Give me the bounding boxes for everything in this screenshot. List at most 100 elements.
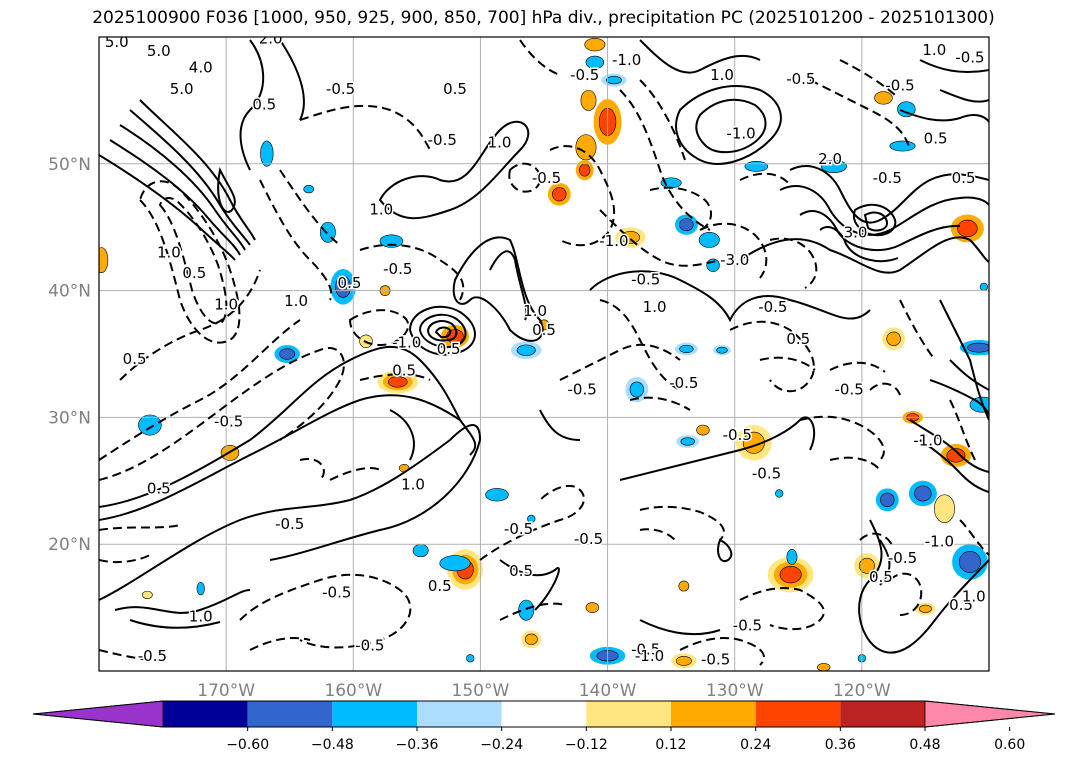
precip-positive-cell (575, 134, 597, 161)
precip-negative-cell (527, 514, 536, 523)
lon-tick-label: 170°W (197, 681, 255, 701)
contour-label: 1.0 (488, 133, 512, 151)
contour-label: -1.0 (599, 232, 628, 250)
contour-label: 0.5 (949, 596, 973, 614)
precip-positive-cell-level (779, 566, 802, 584)
contour-label: -0.5 (758, 298, 787, 316)
contour-line (859, 532, 893, 546)
contour-line (299, 104, 431, 151)
lat-tick-label: 30°N (48, 408, 91, 428)
contour-line (479, 484, 585, 561)
precip-negative-cell-level (967, 342, 989, 353)
precip-negative-cell (875, 488, 899, 512)
contour-line (879, 539, 891, 586)
precip-negative-cell-level (889, 140, 916, 152)
contour-line (889, 572, 923, 616)
contour-line (559, 343, 681, 381)
contour-label: 5.0 (105, 33, 129, 51)
contour-label: 1.0 (962, 587, 986, 605)
colorbar-tick-label: 0.12 (655, 737, 686, 753)
contour-line (489, 250, 528, 321)
precip-negative-cell-level (303, 185, 315, 194)
contour-label: -0.5 (355, 637, 384, 655)
contour-label: 1.0 (523, 302, 547, 320)
precip-positive-cell (575, 159, 594, 181)
contour-line (119, 124, 246, 251)
precip-positive-cell-level (919, 604, 932, 613)
contour-line (599, 299, 681, 391)
precip-negative-cell-level (379, 234, 404, 248)
precip-positive-cell (854, 553, 880, 579)
precip-negative-cell (518, 599, 535, 621)
contour-line (589, 270, 871, 323)
precip-negative-cell (820, 159, 847, 173)
contour-line (109, 139, 241, 256)
contour-label: 1.0 (710, 66, 734, 84)
contour-label: -0.5 (885, 76, 914, 94)
contour-line (759, 356, 816, 371)
colorbar-tick-label: 0.24 (740, 737, 771, 753)
contour-line (939, 89, 989, 103)
contour-line (129, 619, 221, 629)
contour-line (899, 299, 936, 361)
contour-label: 2.0 (818, 150, 842, 168)
contour-line (359, 243, 465, 301)
precip-positive-cell-level (675, 655, 692, 666)
contour-label: -0.5 (570, 66, 599, 84)
contour-label: -0.5 (275, 515, 304, 533)
contour-line (929, 379, 989, 416)
contour-line (639, 79, 686, 161)
contour-label: -0.5 (631, 270, 660, 288)
contour-line (639, 505, 725, 541)
contour-line (839, 59, 896, 96)
precip-negative-cell (196, 581, 205, 596)
contour-label: -0.5 (631, 641, 660, 659)
colorbar-segment (586, 701, 671, 727)
contour-label: 0.5 (123, 350, 147, 368)
lon-tick-label: 160°W (324, 681, 382, 701)
precip-negative-cell (786, 548, 798, 565)
contour-label: 0.5 (509, 562, 533, 580)
precip-positive-cell (141, 590, 153, 600)
contour-line (99, 347, 345, 481)
contour-line (799, 415, 885, 461)
precip-positive-cell (547, 182, 571, 206)
precip-negative-cell-level (744, 160, 769, 172)
contour-line (99, 319, 301, 461)
precip-positive-cell (585, 602, 599, 613)
contour-label: 1.0 (214, 296, 238, 314)
precip-positive-cell (817, 663, 831, 671)
colorbar-segment (755, 701, 841, 727)
lat-tick-label: 40°N (48, 282, 91, 302)
contour-line (639, 528, 676, 541)
precip-negative-cell-level (260, 140, 274, 167)
precip-negative-cell-level (466, 654, 475, 663)
contour-labels: 5.0 5.05.04.02.00.5-0.5 0.5-0.5 1.0-0.5-1.0… (103, 33, 987, 670)
contour-label: -1.0 (726, 124, 755, 142)
contour-label: -0.5 (138, 647, 167, 665)
precip-negative-cell-level (698, 231, 720, 248)
contour-line (158, 197, 228, 325)
contour-line (829, 361, 886, 373)
colorbar-tick-label: 0.60 (994, 737, 1025, 753)
contour-line (675, 85, 782, 165)
precip-positive-cell-level (874, 91, 893, 105)
contour-line (408, 305, 476, 356)
contour-label: -0.5 (504, 520, 533, 538)
precip-positive-cell (377, 370, 419, 394)
contour-line (909, 419, 989, 473)
precip-negative-cell-level (585, 55, 605, 70)
contour-line (99, 649, 161, 661)
contour-label: -1.0 (913, 431, 942, 449)
precip-positive-cell-level (859, 557, 875, 574)
contour-line (259, 179, 333, 301)
precip-positive-cell (671, 653, 697, 669)
precip-negative-cell (744, 160, 769, 172)
contour-label: 0.5 (924, 130, 948, 148)
precip-positive-cell-level (696, 424, 710, 436)
precip-negative-cell (138, 414, 162, 436)
contour-label: -0.5 (214, 412, 243, 430)
contour-line (549, 145, 616, 247)
colorbar-tick-label: 0.36 (825, 737, 856, 753)
contour-label: 0.5 (428, 577, 452, 595)
